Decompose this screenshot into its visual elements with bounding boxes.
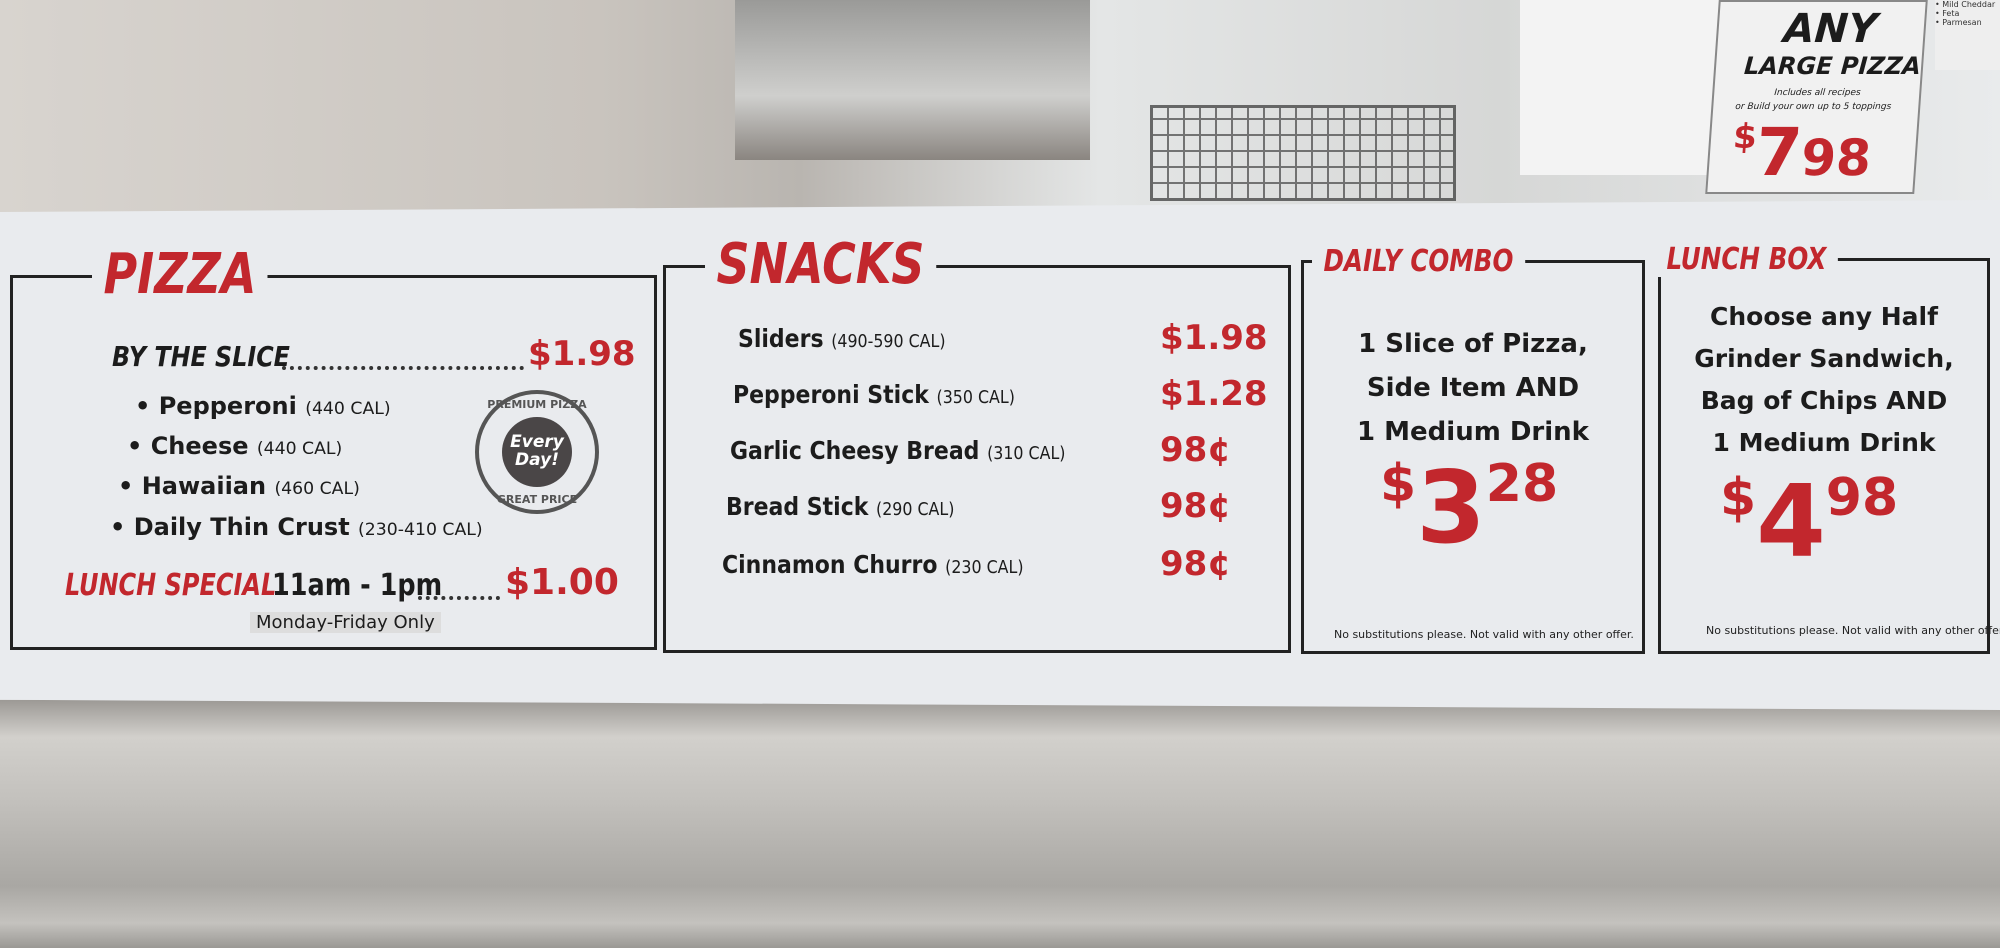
- snack-name: Pepperoni Stick (350 CAL): [733, 380, 1015, 409]
- pizza-title: PIZZA: [92, 242, 268, 307]
- ingredient-item: • Feta: [1935, 9, 1960, 18]
- blank-card: [1520, 0, 1720, 175]
- pizza-item: • Daily Thin Crust (230-410 CAL): [110, 513, 483, 541]
- lunch-line: Bag of Chips AND: [1700, 386, 1948, 415]
- menu-board: PIZZA BY THE SLICE $1.98 • Pepperoni (44…: [0, 200, 2000, 710]
- lunch-special-label: LUNCH SPECIAL: [65, 568, 277, 603]
- combo-line: 1 Slice of Pizza,: [1358, 329, 1588, 359]
- snack-name: Garlic Cheesy Bread (310 CAL): [730, 436, 1066, 465]
- wire-shelf: [1150, 105, 1456, 201]
- snack-name: Bread Stick (290 CAL): [726, 492, 955, 521]
- dot-leader: [418, 596, 500, 600]
- snack-name: Cinnamon Churro (230 CAL): [722, 550, 1024, 579]
- dot-leader: [282, 366, 524, 370]
- sign-line2: LARGE PIZZA: [1743, 52, 1922, 80]
- daily-combo-title: DAILY COMBO: [1312, 244, 1525, 279]
- snack-price: 98¢: [1160, 486, 1231, 526]
- snacks-panel: [663, 265, 1291, 653]
- exhaust-hood: [735, 0, 1090, 160]
- ingredient-item: • Parmesan: [1935, 18, 1982, 27]
- lunch-box-description: Choose any Half Grinder Sandwich, Bag of…: [1658, 296, 1990, 464]
- seal-center: Every Day!: [502, 417, 572, 487]
- large-pizza-sign: ANY LARGE PIZZA Includes all recipes or …: [1705, 0, 1928, 194]
- daily-combo-description: 1 Slice of Pizza, Side Item AND 1 Medium…: [1301, 322, 1645, 454]
- ingredient-item: • Mild Cheddar: [1935, 0, 1996, 9]
- by-the-slice-label: BY THE SLICE: [112, 340, 290, 373]
- snack-name: Sliders (490-590 CAL): [738, 324, 946, 353]
- stainless-counter: [0, 700, 2000, 948]
- pizza-item: • Pepperoni (440 CAL): [135, 392, 391, 420]
- combo-line: 1 Medium Drink: [1357, 417, 1589, 447]
- premium-pizza-seal: Every Day! PREMIUM PIZZA GREAT PRICE: [475, 390, 599, 514]
- daily-combo-price: $328: [1380, 449, 1559, 566]
- lunch-box-fine-print: No substitutions please. Not valid with …: [1706, 624, 2000, 637]
- pizza-item: • Hawaiian (460 CAL): [118, 472, 360, 500]
- lunch-line: Choose any Half: [1710, 302, 1938, 331]
- snacks-title: SNACKS: [705, 232, 936, 297]
- snack-price: 98¢: [1160, 544, 1231, 584]
- snack-price: $1.28: [1160, 374, 1268, 414]
- snack-price: $1.98: [1160, 318, 1268, 358]
- sign-line1: ANY: [1782, 6, 1879, 52]
- pizza-item: • Cheese (440 CAL): [127, 432, 343, 460]
- lunch-special-note: Monday-Friday Only: [250, 612, 441, 633]
- lunch-box-title: LUNCH BOX: [1655, 242, 1838, 277]
- slice-price: $1.98: [528, 334, 636, 374]
- ingredient-card: • Mild Cheddar • Feta • Parmesan: [1935, 0, 2000, 70]
- lunch-special-time: 11am - 1pm: [272, 568, 443, 603]
- seal-top-text: PREMIUM PIZZA: [487, 398, 587, 411]
- combo-line: Side Item AND: [1366, 373, 1580, 403]
- lunch-line: 1 Medium Drink: [1712, 428, 1936, 457]
- sign-line4: or Build your own up to 5 toppings: [1734, 102, 1892, 112]
- pizza-panel: [10, 275, 657, 650]
- lunch-box-price: $498: [1720, 463, 1899, 580]
- seal-bottom-text: GREAT PRICE: [496, 493, 578, 506]
- lunch-special-price: $1.00: [505, 562, 619, 603]
- sign-price: $798: [1731, 114, 1873, 191]
- daily-combo-fine-print: No substitutions please. Not valid with …: [1334, 628, 1634, 641]
- lunch-line: Grinder Sandwich,: [1694, 344, 1954, 373]
- snack-price: 98¢: [1160, 430, 1231, 470]
- sign-line3: Includes all recipes: [1773, 88, 1861, 98]
